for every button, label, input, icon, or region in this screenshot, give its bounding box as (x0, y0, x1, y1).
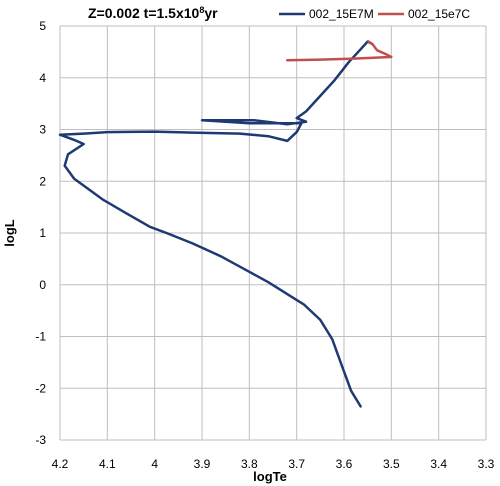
x-axis-title: logTe (253, 469, 287, 484)
x-tick-label: 3.6 (336, 457, 353, 471)
y-tick-label: 4 (39, 71, 46, 85)
chart-title: Z=0.002 t=1.5x108yr (88, 5, 218, 21)
y-tick-label: 0 (39, 278, 46, 292)
x-tick-labels: 4.2 4.1 4 3.9 3.8 3.7 3.6 3.5 3.4 3.3 (52, 457, 495, 471)
y-tick-label: 5 (39, 19, 46, 33)
x-tick-label: 3.5 (383, 457, 400, 471)
y-tick-label: 1 (39, 226, 46, 240)
y-tick-label: -1 (35, 330, 46, 344)
x-tick-label: 3.7 (288, 457, 305, 471)
y-tick-label: 2 (39, 174, 46, 188)
series-line-2 (285, 40, 393, 62)
legend: 002_15E7M 002_15e7C (279, 7, 470, 21)
x-tick-label: 4.1 (99, 457, 116, 471)
series-lines (58, 40, 393, 408)
y-tick-label: 3 (39, 123, 46, 137)
series-line-1 (58, 40, 374, 408)
gridlines (59, 25, 487, 441)
x-tick-label: 4.2 (52, 457, 69, 471)
x-tick-label: 3.3 (478, 457, 495, 471)
legend-label-series-1: 002_15E7M (309, 7, 374, 21)
x-tick-label: 4 (151, 457, 158, 471)
legend-label-series-2: 002_15e7C (408, 7, 470, 21)
y-axis-title: logL (2, 219, 17, 246)
x-tick-label: 3.4 (430, 457, 447, 471)
y-tick-label: -3 (35, 433, 46, 447)
x-tick-label: 3.8 (241, 457, 258, 471)
y-tick-label: -2 (35, 381, 46, 395)
x-tick-label: 3.9 (194, 457, 211, 471)
y-tick-labels: 5 4 3 2 1 0 -1 -2 -3 (35, 19, 46, 447)
